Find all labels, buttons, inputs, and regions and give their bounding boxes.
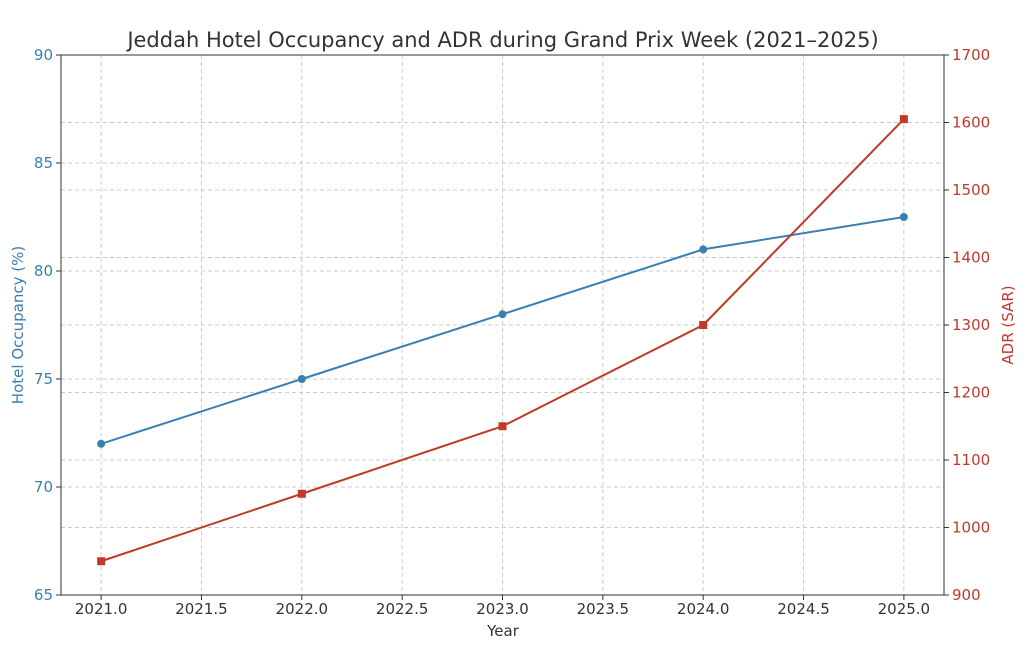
occupancy-point [498,310,507,319]
series-layer [97,115,908,566]
right-y-tick-label: 1300 [952,316,990,334]
x-tick-label: 2023.0 [476,600,529,618]
right-y-tick-label: 1100 [952,451,990,469]
left-y-tick-label: 80 [34,262,53,280]
occupancy-point [297,375,306,383]
adr-point [899,115,908,124]
x-tick-label: 2022.0 [276,600,329,618]
adr-line [100,118,905,563]
right-y-tick-label: 900 [952,586,981,604]
right-y-tick-label: 1000 [952,519,990,537]
x-tick-label: 2024.5 [777,600,830,618]
left-y-tick-label: 90 [34,46,53,64]
x-tick-label: 2022.5 [376,600,429,618]
left-y-tick-label: 75 [34,370,53,388]
x-tick-label: 2021.0 [75,600,128,618]
right-y-tick-label: 1700 [952,46,990,64]
adr-point [97,557,106,566]
adr-point [498,422,507,431]
left-y-tick-label: 70 [34,478,53,496]
left-y-axis-label: Hotel Occupancy (%) [9,246,27,404]
grid [61,54,944,596]
right-y-tick-label: 1400 [952,249,990,267]
right-y-tick-label: 1600 [952,114,990,132]
chart-title: Jeddah Hotel Occupancy and ADR during Gr… [125,28,878,52]
left-y-tick-label: 65 [34,586,53,604]
right-y-tick-label: 1500 [952,181,990,199]
x-tick-label: 2023.5 [577,600,630,618]
x-tick-label: 2021.5 [175,600,228,618]
left-y-tick-label: 85 [34,154,53,172]
occupancy-point [899,213,908,221]
plot-frame [60,54,945,596]
adr-point [699,321,708,329]
x-tick-label: 2025.0 [878,600,931,618]
axes: 2021.0 2021.5 2022.0 2022.5 2023.0 2023.5 2024… [34,46,990,618]
right-y-axis-label: ADR (SAR) [999,285,1017,364]
right-y-tick-label: 1200 [952,384,990,402]
x-tick-label: 2024.0 [677,600,730,618]
occupancy-point [699,245,708,254]
adr-point [297,489,306,498]
occupancy-point [97,439,106,448]
x-axis-label: Year [486,622,520,640]
